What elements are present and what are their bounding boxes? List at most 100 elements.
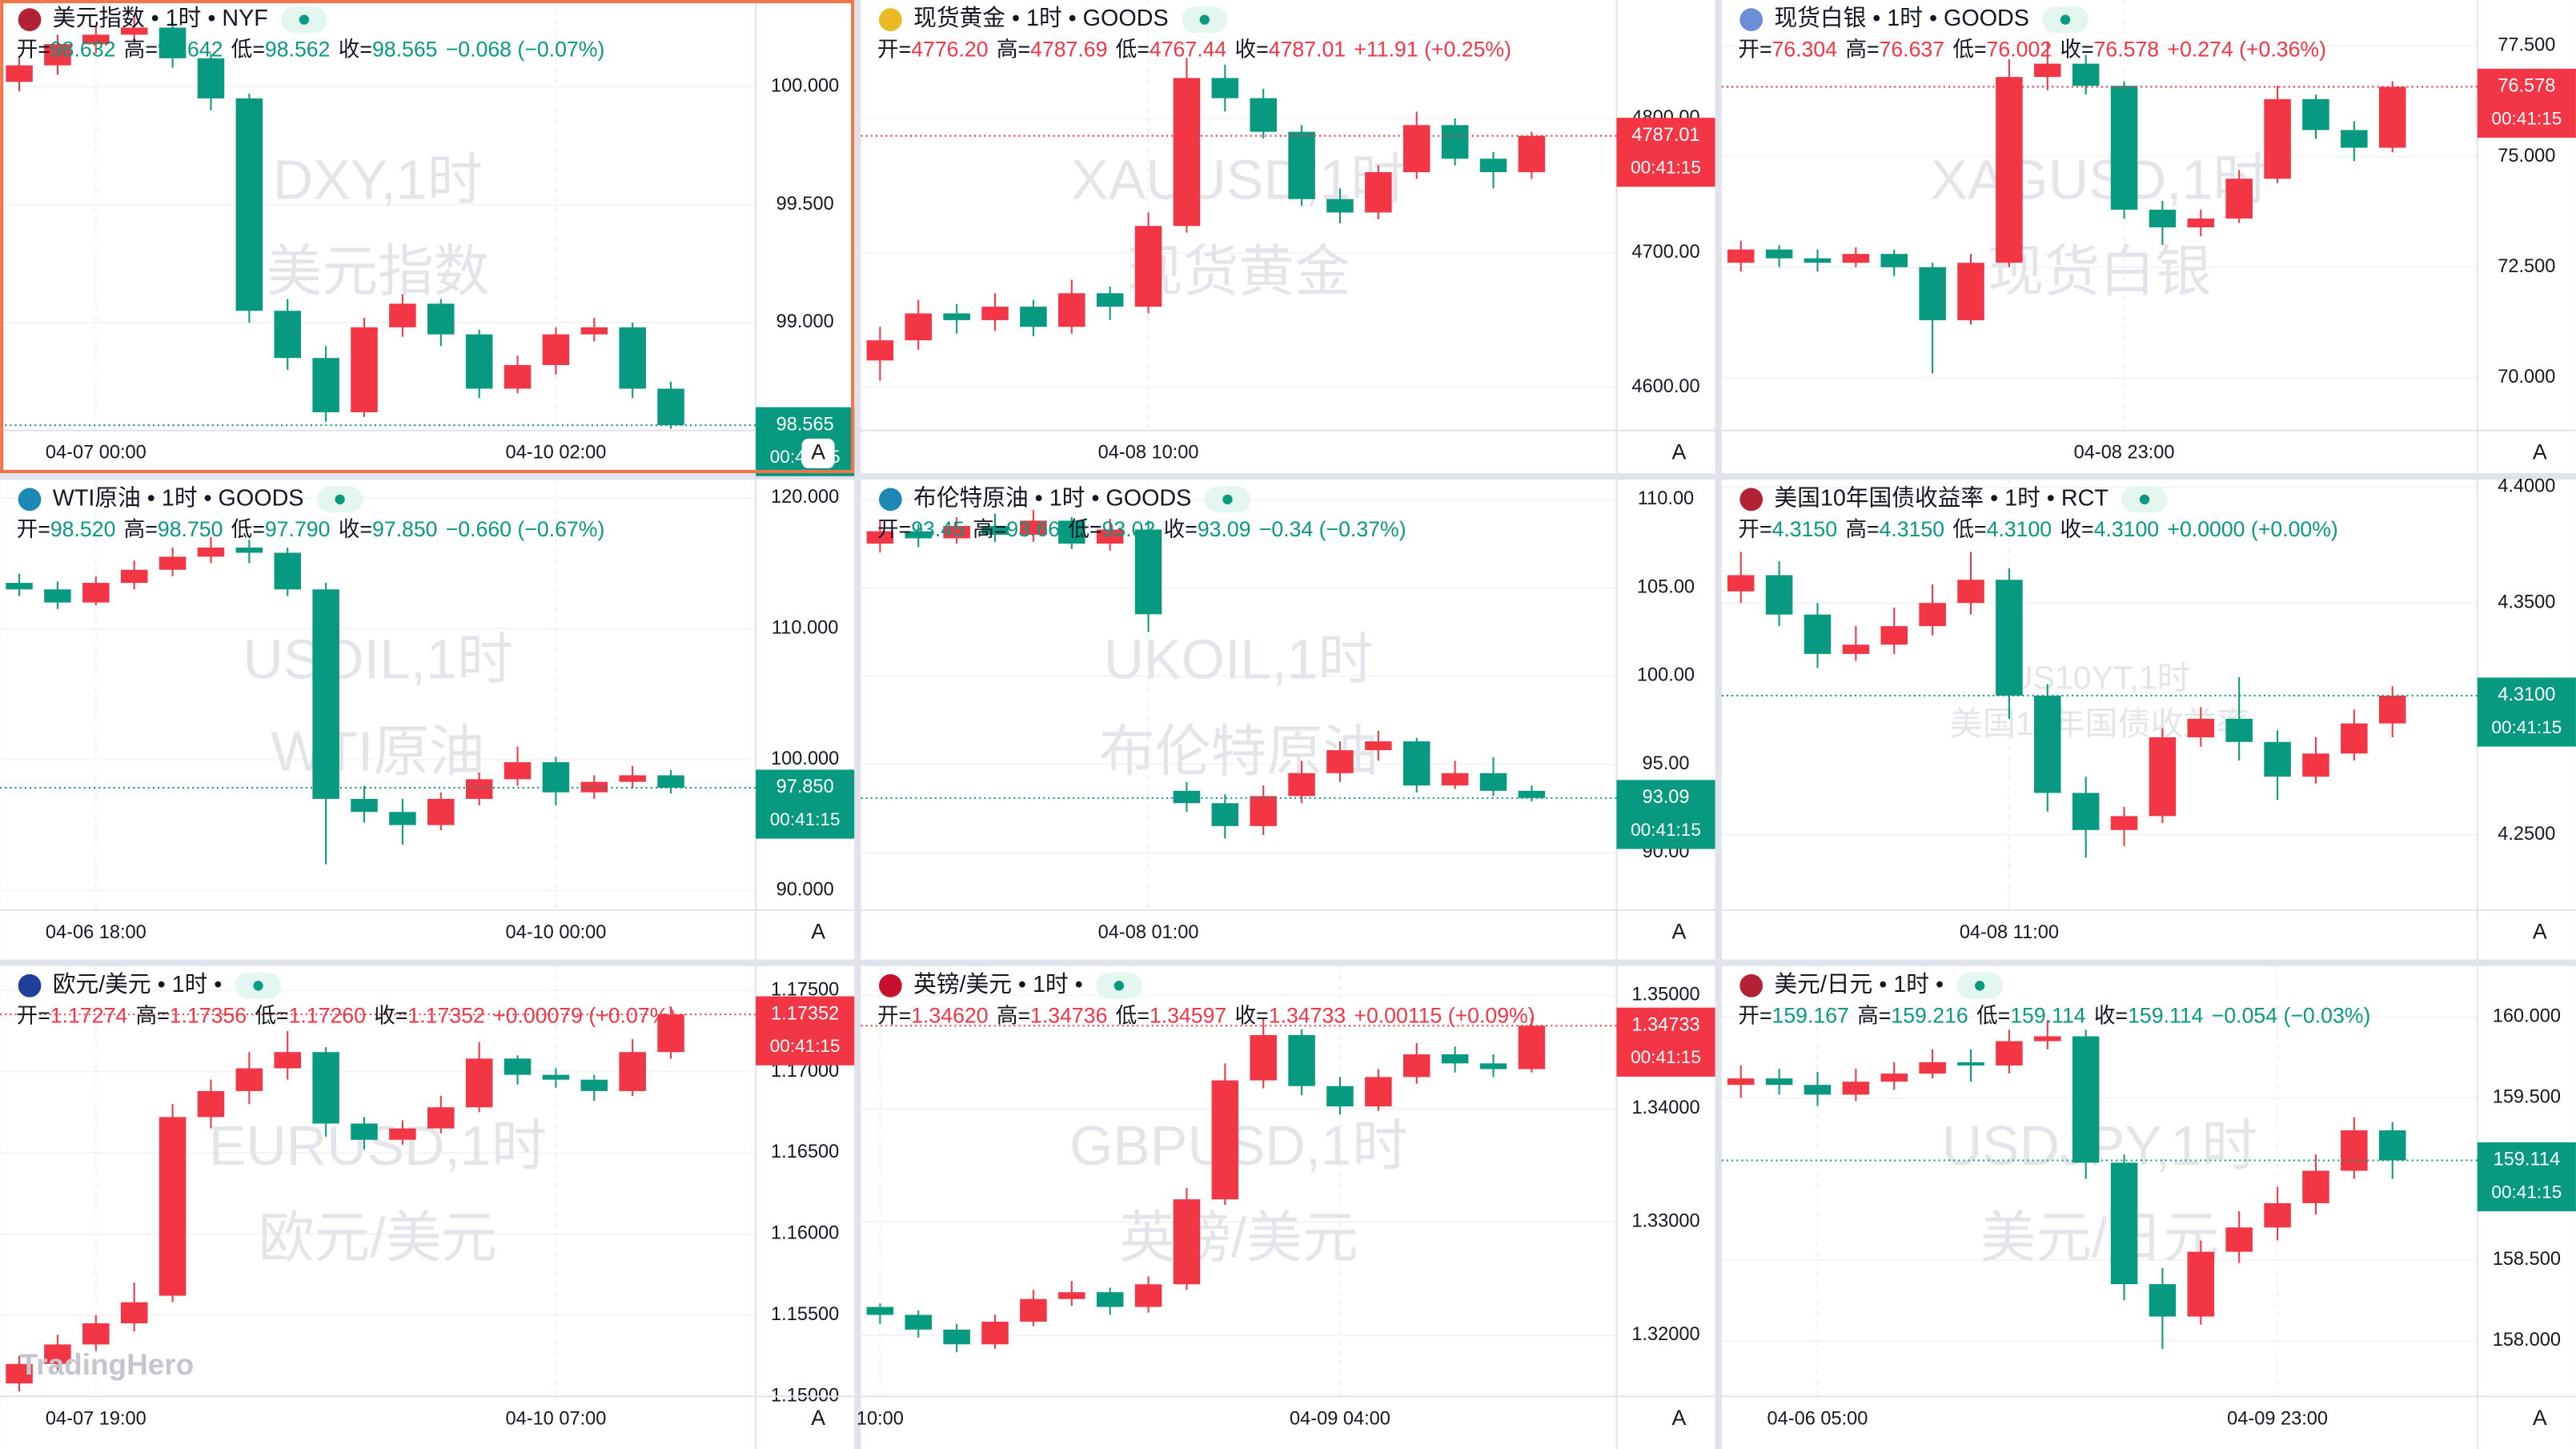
ohlc-label: 收= [1235, 38, 1269, 62]
last-price-label: 98.565 [776, 413, 834, 434]
auto-button[interactable] [2523, 438, 2557, 468]
ohlc-value: 4.3150 [1880, 517, 1945, 541]
ohlc-label: 低= [1976, 1003, 2010, 1027]
x-tick-label: 04-09 04:00 [1290, 1407, 1390, 1428]
auto-button[interactable] [2523, 918, 2557, 949]
candle-body [2034, 1036, 2061, 1042]
candle-body [1727, 1078, 1755, 1086]
panel-background [0, 480, 855, 960]
auto-button-label[interactable]: A [2533, 1406, 2547, 1430]
y-tick-label: 4.2500 [2498, 823, 2555, 844]
candle-body [1211, 78, 1239, 98]
candle-body [1957, 580, 1984, 604]
candle-body [1250, 796, 1277, 826]
auto-button-label[interactable]: A [1672, 1406, 1687, 1430]
panel-background [0, 965, 855, 1449]
y-tick-label: 4.4000 [2498, 476, 2555, 496]
ohlc-line: 开=98.520 高=98.750 低=97.790 收=97.850 −0.660 (… [17, 517, 605, 541]
status-dot [1222, 494, 1233, 505]
last-price-label: 159.114 [2494, 1149, 2560, 1170]
last-price-label: 1.17352 [771, 1002, 839, 1023]
last-price-tag [756, 996, 855, 1066]
ohlc-label: 低= [231, 38, 265, 62]
ohlc-label: 开= [1738, 517, 1772, 541]
candle-body [2225, 1227, 2253, 1252]
ohlc-value: 4.3150 [1772, 517, 1838, 541]
ohlc-label: 开= [1738, 1003, 1772, 1027]
x-tick-label: 04-07 00:00 [46, 442, 146, 463]
candle-body [619, 775, 646, 782]
candle-body [542, 762, 570, 793]
watermark: 现货白银 [1988, 240, 2211, 303]
candle-body [1134, 1284, 1162, 1307]
y-tick-label: 1.33000 [1631, 1210, 1699, 1231]
candle-body [580, 781, 608, 793]
ohlc-label: 高= [997, 38, 1030, 62]
y-tick-label: 90.000 [776, 879, 834, 900]
ohlc-value: 4787.01 [1269, 38, 1346, 62]
change-label: −0.660 (−0.67%) [446, 517, 605, 541]
symbol-icon [18, 973, 42, 997]
candle-body [981, 1321, 1009, 1345]
auto-button-label[interactable]: A [2533, 920, 2547, 944]
y-tick-label: 158.500 [2493, 1248, 2561, 1269]
status-dot [253, 981, 263, 991]
auto-button[interactable] [1662, 918, 1695, 949]
candle-body [1326, 199, 1354, 213]
auto-button[interactable] [801, 438, 835, 468]
ohlc-value: 159.167 [1772, 1003, 1849, 1027]
candle-body [1518, 790, 1546, 798]
change-label: −0.34 (−0.37%) [1259, 517, 1406, 541]
candle-body [120, 1302, 148, 1324]
candle-body [44, 589, 71, 603]
y-tick-label: 1.34000 [1631, 1097, 1699, 1118]
ohlc-value: 159.216 [1891, 1003, 1968, 1027]
ohlc-value: 93.45 [911, 517, 965, 541]
candle-body [943, 313, 970, 320]
candle-body [2225, 179, 2253, 219]
ohlc-value: 93.02 [1102, 517, 1156, 541]
countdown-label: 00:41:15 [2491, 717, 2562, 737]
candle-body [1479, 1063, 1507, 1070]
candle-body [1211, 1080, 1239, 1200]
candle-body [1765, 249, 1793, 259]
candle-body [235, 98, 263, 311]
auto-button[interactable] [801, 918, 835, 949]
auto-button[interactable] [801, 1404, 835, 1435]
ohlc-label: 低= [231, 517, 265, 541]
auto-button-label[interactable]: A [811, 440, 825, 464]
panel-title: 美国10年国债收益率 • 1时 • RCT [1774, 485, 2108, 511]
y-tick-label: 159.500 [2493, 1086, 2561, 1107]
auto-button-label[interactable]: A [811, 920, 825, 944]
x-tick-label: 04-08 01:00 [1098, 921, 1199, 942]
auto-button[interactable] [2523, 1404, 2557, 1435]
panel-background [1721, 965, 2576, 1449]
y-tick-label: 100.00 [1637, 664, 1695, 685]
x-tick-label: 10:00 [857, 1407, 904, 1428]
auto-button-label[interactable]: A [1672, 920, 1687, 944]
watermark: USOIL,1时 [243, 628, 512, 691]
candle-body [905, 313, 933, 341]
panel-title: 美元/日元 • 1时 • [1774, 972, 1944, 997]
candle-body [44, 44, 71, 66]
candle-body [1402, 741, 1430, 786]
x-tick-label: 04-06 05:00 [1767, 1407, 1868, 1428]
change-label: +0.0000 (+0.00%) [2167, 517, 2337, 541]
auto-button[interactable] [1662, 1404, 1695, 1435]
auto-button[interactable] [1662, 438, 1695, 468]
x-tick-label: 04-07 19:00 [46, 1407, 146, 1428]
y-tick-label: 1.35000 [1631, 984, 1699, 1005]
y-tick-label: 4600.00 [1631, 375, 1699, 396]
auto-button-label[interactable]: A [811, 1406, 825, 1430]
candle-body [657, 388, 684, 426]
candle-body [2341, 130, 2368, 148]
auto-button-label[interactable]: A [2533, 440, 2547, 464]
candle-body [197, 58, 225, 98]
candle-body [1518, 135, 1546, 173]
auto-button-label[interactable]: A [1672, 440, 1687, 464]
candle-body [2378, 1130, 2406, 1161]
ohlc-value: 93.66 [1006, 517, 1060, 541]
candle-body [1842, 254, 1870, 263]
candle-body [2302, 98, 2329, 130]
